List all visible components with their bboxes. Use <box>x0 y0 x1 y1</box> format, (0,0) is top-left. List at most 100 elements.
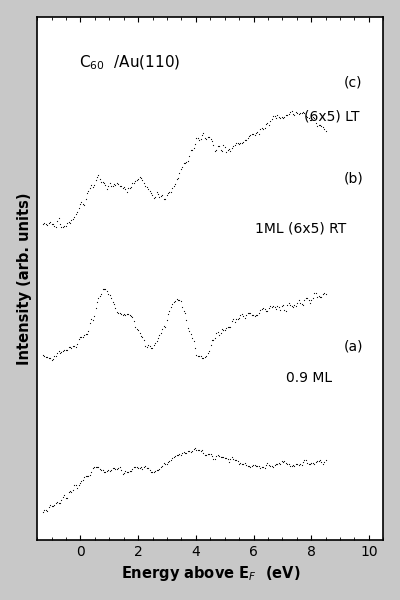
Point <box>244 133 251 143</box>
Point <box>290 302 296 311</box>
Point <box>236 313 242 323</box>
Point <box>95 462 102 472</box>
Point <box>223 323 230 333</box>
Point <box>210 335 217 345</box>
Point <box>258 304 265 314</box>
Point <box>128 182 134 191</box>
Point <box>246 131 252 141</box>
Point <box>232 140 238 150</box>
Point <box>297 298 303 308</box>
Point <box>71 341 78 350</box>
Point <box>95 293 102 303</box>
Point <box>274 460 280 469</box>
Point <box>195 351 201 361</box>
Point <box>142 181 148 191</box>
Point <box>322 455 329 464</box>
Point <box>213 328 220 338</box>
Point <box>61 491 68 500</box>
Point <box>296 460 302 469</box>
Point <box>321 289 328 298</box>
Point <box>64 493 70 502</box>
Point <box>149 191 156 200</box>
Point <box>284 460 290 469</box>
Point <box>271 302 278 312</box>
Point <box>268 114 275 124</box>
Point <box>71 212 78 221</box>
Point <box>227 455 234 464</box>
Point <box>64 346 70 355</box>
Point <box>163 191 170 200</box>
Point <box>104 286 110 295</box>
Point <box>317 455 323 465</box>
Point <box>278 457 285 466</box>
Point <box>246 461 252 470</box>
Point <box>273 459 279 469</box>
Point <box>156 192 163 202</box>
Point <box>234 314 241 324</box>
Point <box>260 124 266 134</box>
Point <box>273 304 279 314</box>
Point <box>85 326 92 335</box>
Point <box>176 296 182 305</box>
Point <box>298 299 305 309</box>
Point <box>182 448 188 458</box>
Point <box>227 322 234 332</box>
Point <box>178 450 184 460</box>
Point <box>283 110 289 119</box>
Point <box>90 182 96 192</box>
Point <box>270 301 276 311</box>
Point <box>150 467 157 477</box>
Point <box>209 335 215 345</box>
Point <box>180 158 187 168</box>
Point <box>75 334 82 344</box>
Point <box>207 449 214 458</box>
Point <box>186 446 192 456</box>
Point <box>108 466 114 475</box>
Point <box>88 314 94 323</box>
Point <box>301 295 308 305</box>
Point <box>135 463 141 473</box>
Point <box>114 307 120 317</box>
Point <box>112 303 119 313</box>
Point <box>169 453 176 463</box>
Point <box>85 186 92 196</box>
Point <box>250 461 256 470</box>
Point <box>61 221 68 230</box>
Point <box>261 123 268 133</box>
Point <box>276 458 282 468</box>
Point <box>217 145 224 154</box>
Point <box>180 447 187 457</box>
Point <box>118 465 124 475</box>
Point <box>112 464 119 473</box>
Point <box>126 466 133 475</box>
Point <box>237 138 244 148</box>
Point <box>108 293 114 303</box>
Point <box>294 459 300 469</box>
Point <box>68 215 74 225</box>
Point <box>139 464 146 473</box>
Point <box>308 115 315 124</box>
Point <box>179 163 185 172</box>
Point <box>109 297 116 307</box>
Point <box>54 348 60 358</box>
Point <box>50 355 56 364</box>
Point <box>44 352 50 361</box>
Point <box>242 458 248 467</box>
Point <box>149 343 156 353</box>
Point <box>198 134 204 143</box>
Point <box>291 301 298 310</box>
Point <box>236 459 242 469</box>
Point <box>122 184 128 193</box>
Point <box>214 328 221 337</box>
Point <box>196 351 202 361</box>
Point <box>58 347 65 357</box>
Point <box>237 458 244 468</box>
Point <box>60 493 66 502</box>
Point <box>129 312 136 322</box>
Point <box>92 303 99 313</box>
Point <box>125 467 132 476</box>
Point <box>216 330 222 340</box>
Point <box>274 301 280 310</box>
Point <box>189 145 195 155</box>
Point <box>78 197 84 207</box>
